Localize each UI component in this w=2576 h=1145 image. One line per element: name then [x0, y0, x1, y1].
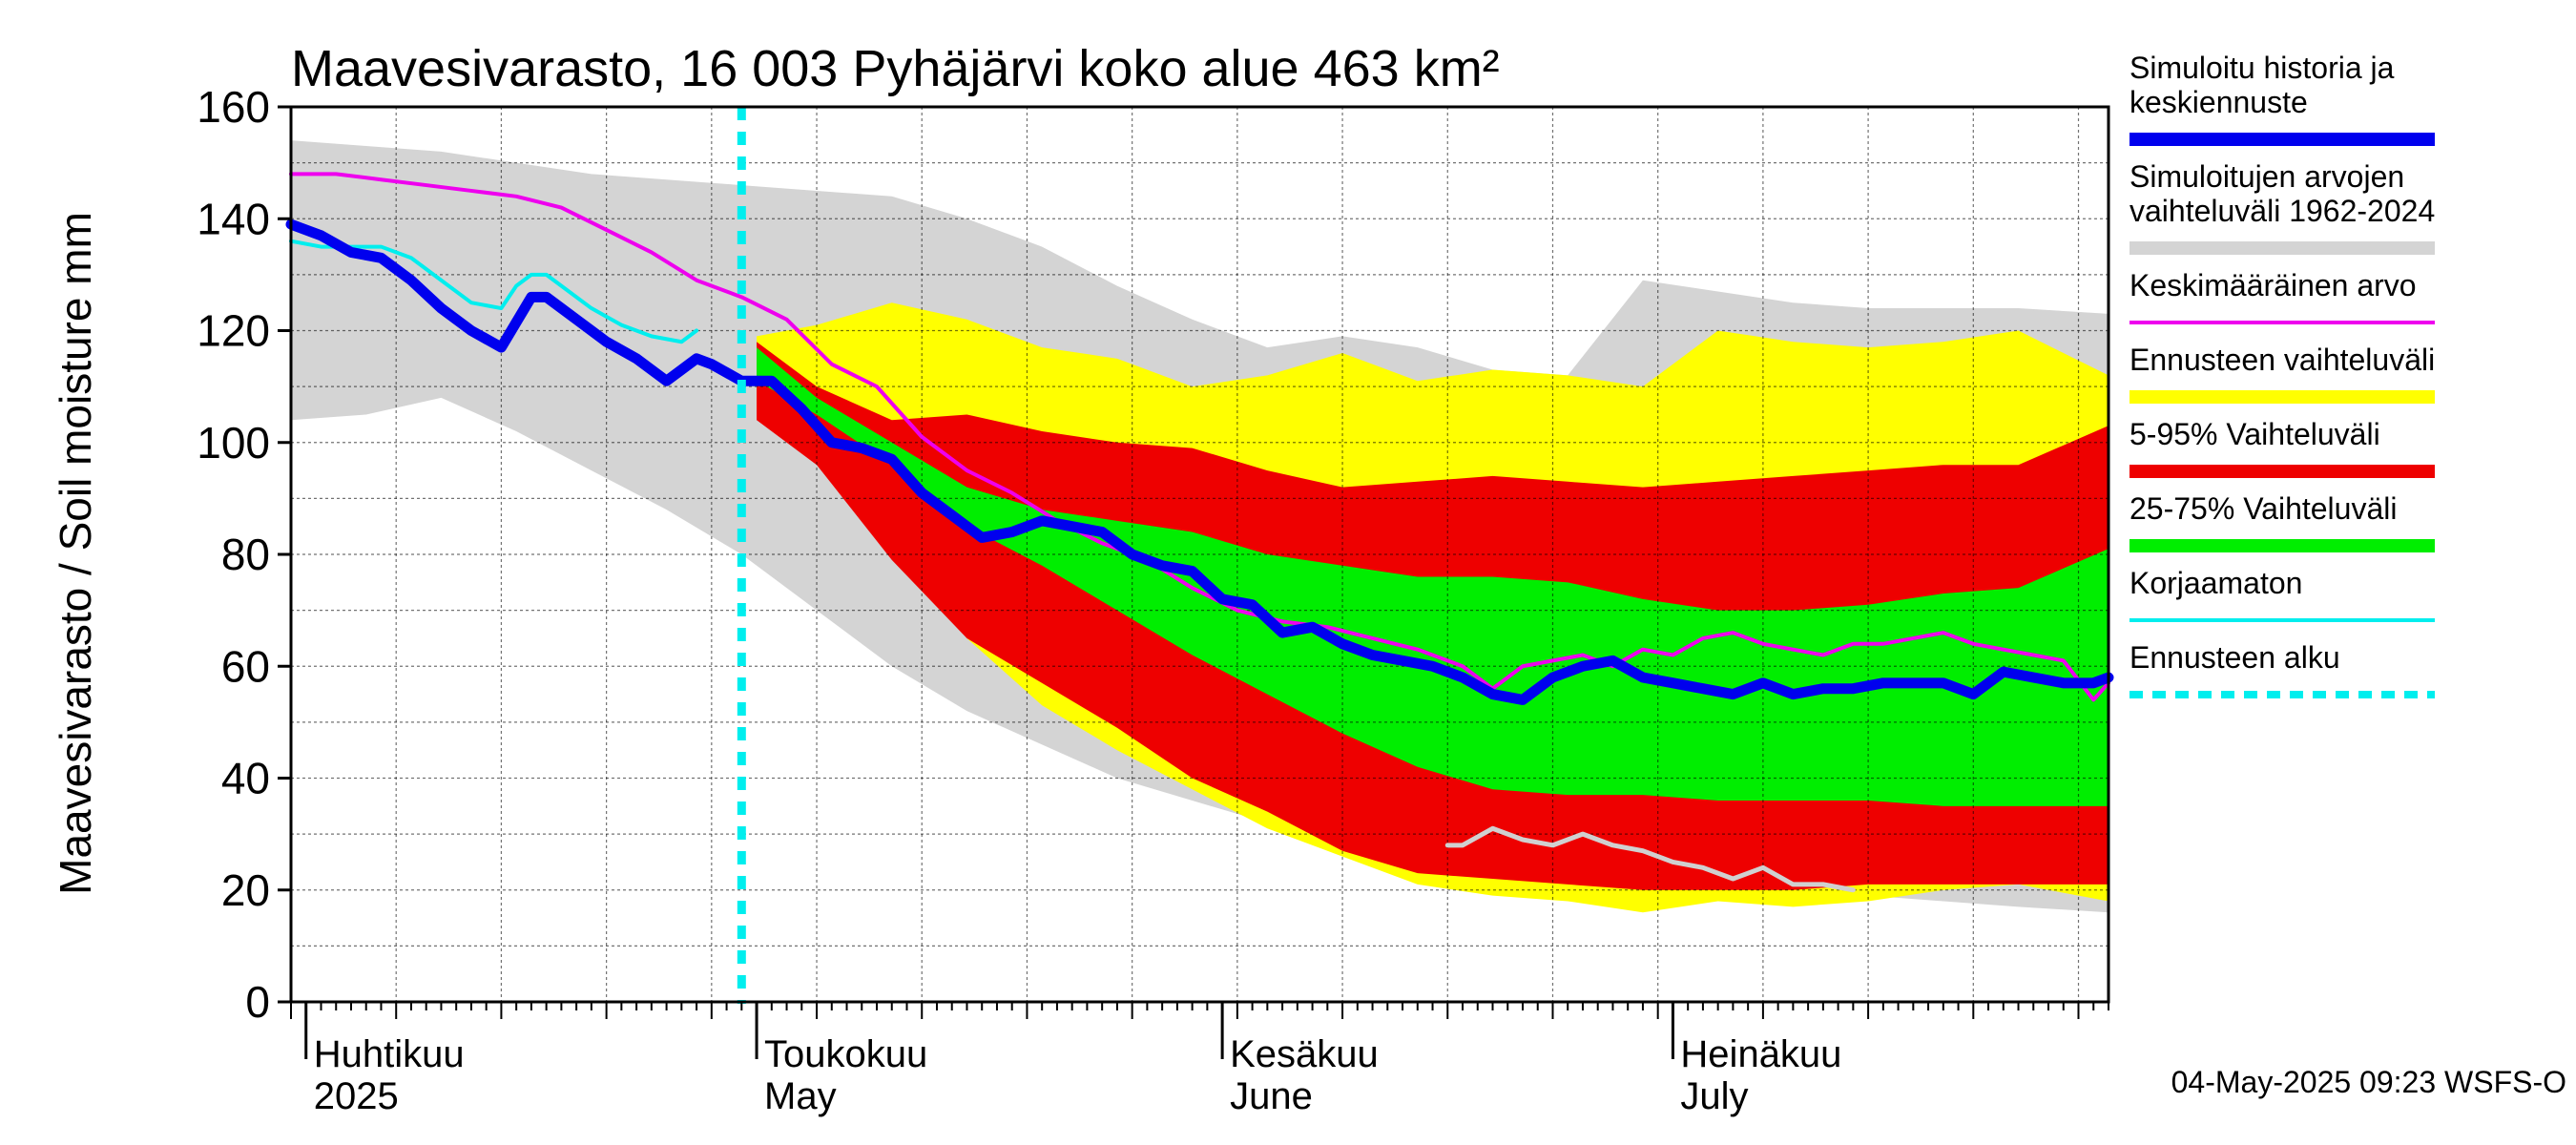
- uncorrected-line-late: [1444, 825, 1856, 893]
- month-label-en: 2025: [314, 1075, 399, 1117]
- y-tick-label: 160: [197, 82, 270, 132]
- timestamp-footer: 04-May-2025 09:23 WSFS-O: [2171, 1065, 2566, 1099]
- month-label-en: May: [764, 1075, 837, 1117]
- axis-ticks: [278, 105, 2109, 1059]
- legend-label: Korjaamaton: [2129, 566, 2302, 600]
- legend-label: keskiennuste: [2129, 85, 2308, 119]
- legend: Simuloitu historia jakeskiennusteSimuloi…: [2129, 51, 2435, 698]
- legend-label: Ennusteen alku: [2129, 640, 2340, 675]
- chart-bands: [291, 140, 2109, 913]
- y-tick-label: 140: [197, 194, 270, 243]
- legend-label: Ennusteen vaihteluväli: [2129, 343, 2435, 377]
- month-label-en: June: [1230, 1075, 1313, 1117]
- uncorrected-line: [289, 239, 699, 344]
- y-tick-label: 100: [197, 418, 270, 468]
- y-tick-label: 20: [221, 865, 270, 915]
- y-tick-label: 80: [221, 530, 270, 579]
- legend-label: vaihteluväli 1962-2024: [2129, 194, 2435, 228]
- legend-item: Keskimääräinen arvo: [2129, 268, 2435, 324]
- legend-item: 5-95% Vaihteluväli: [2129, 417, 2435, 478]
- y-tick-label: 0: [245, 977, 270, 1027]
- month-label-fi: Toukokuu: [764, 1033, 927, 1075]
- legend-item: Korjaamaton: [2129, 566, 2435, 622]
- y-tick-label: 120: [197, 306, 270, 356]
- chart-lines: [285, 107, 2114, 1004]
- legend-label: 5-95% Vaihteluväli: [2129, 417, 2380, 451]
- month-label-fi: Kesäkuu: [1230, 1033, 1379, 1075]
- month-label-fi: Huhtikuu: [314, 1033, 465, 1075]
- y-tick-label: 40: [221, 754, 270, 803]
- legend-label: Simuloitu historia ja: [2129, 51, 2395, 85]
- month-label-fi: Heinäkuu: [1680, 1033, 1841, 1075]
- legend-label: 25-75% Vaihteluväli: [2129, 491, 2397, 526]
- legend-label: Keskimääräinen arvo: [2129, 268, 2417, 302]
- history-forecast-line: [285, 219, 2114, 705]
- legend-label: Simuloitujen arvojen: [2129, 159, 2404, 194]
- y-axis-label: Maavesivarasto / Soil moisture mm: [51, 212, 100, 895]
- month-label-en: July: [1680, 1075, 1748, 1117]
- mean-line: [289, 172, 2110, 702]
- y-tick-label: 60: [221, 641, 270, 691]
- legend-item: Ennusteen alku: [2129, 640, 2435, 698]
- legend-item: 25-75% Vaihteluväli: [2129, 491, 2435, 552]
- legend-item: Ennusteen vaihteluväli: [2129, 343, 2435, 404]
- chart-title: Maavesivarasto, 16 003 Pyhäjärvi koko al…: [291, 40, 1500, 97]
